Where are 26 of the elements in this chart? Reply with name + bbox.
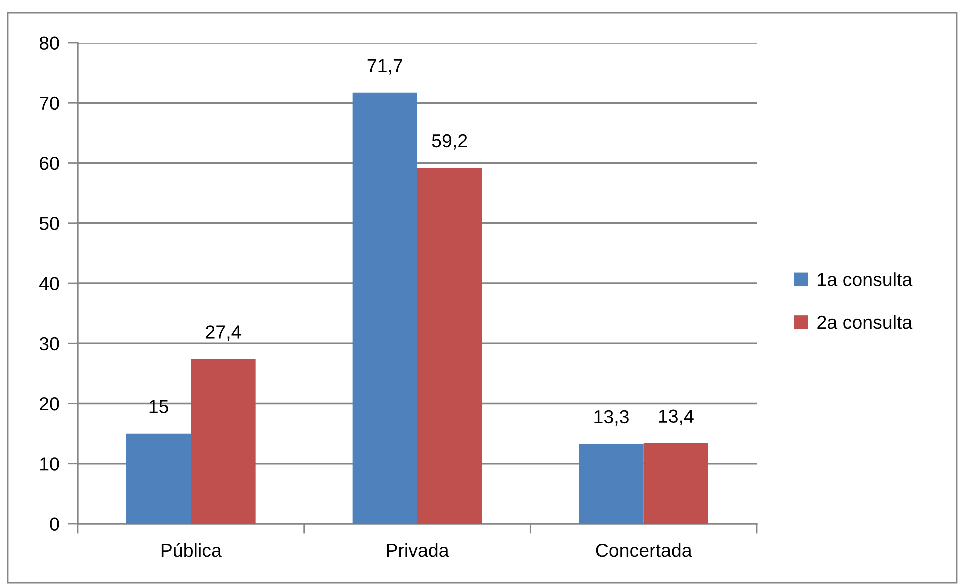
bar bbox=[352, 92, 418, 524]
x-tick-label: Concertada bbox=[596, 543, 692, 558]
bar bbox=[579, 444, 644, 524]
y-tick-label: 40 bbox=[40, 277, 60, 290]
data-label: 27,4 bbox=[206, 326, 242, 342]
y-tick-label: 20 bbox=[40, 397, 60, 411]
data-label: 13,4 bbox=[659, 410, 694, 426]
bar bbox=[418, 168, 482, 524]
data-label: 13,3 bbox=[594, 410, 629, 426]
x-tick-label: Privada bbox=[387, 543, 450, 558]
bar bbox=[644, 443, 708, 524]
y-tick-label: 10 bbox=[40, 458, 60, 471]
x-tick-label: Pública bbox=[162, 543, 222, 558]
y-tick-label: 50 bbox=[40, 217, 60, 230]
bar bbox=[126, 434, 192, 524]
y-tick-label: 70 bbox=[40, 96, 60, 110]
y-tick-label: 60 bbox=[40, 156, 60, 170]
bar bbox=[191, 359, 256, 524]
legend-label: 2a consulta bbox=[818, 315, 913, 330]
data-label: 59,2 bbox=[432, 134, 468, 150]
y-tick-label: 30 bbox=[40, 337, 60, 351]
data-label: 15 bbox=[150, 400, 168, 414]
data-label: 71,7 bbox=[368, 59, 402, 75]
y-tick-label: 80 bbox=[40, 36, 60, 50]
y-tick-label: 0 bbox=[50, 518, 60, 531]
legend-label: 1a consulta bbox=[818, 272, 913, 286]
